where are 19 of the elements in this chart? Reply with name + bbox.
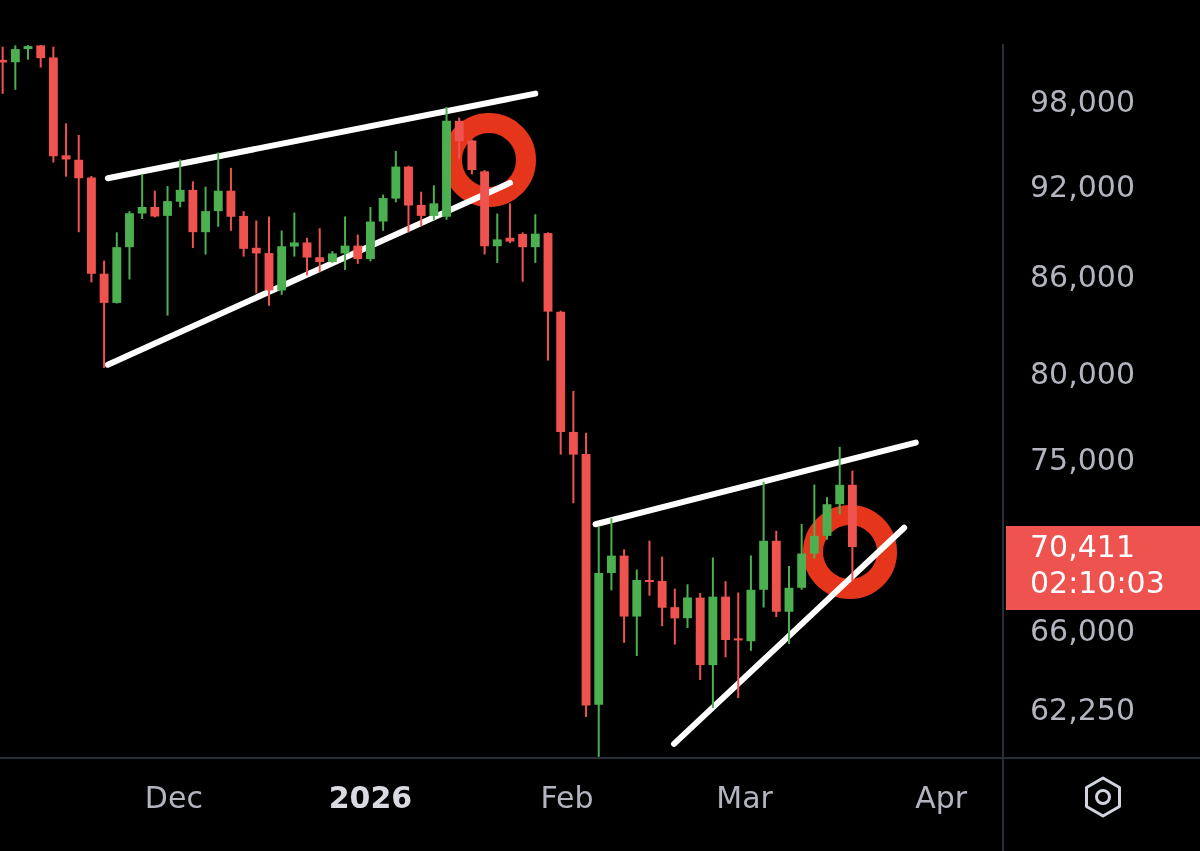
y-tick-label: 80,000: [1030, 355, 1135, 391]
y-tick-label: 75,000: [1030, 442, 1135, 478]
text: 70,411: [1030, 528, 1135, 564]
y-tick-label: 62,250: [1030, 691, 1135, 727]
y-tick-label: 98,000: [1030, 84, 1135, 120]
y-tick-label: 66,000: [1030, 613, 1135, 649]
x-tick-label: Feb: [540, 779, 594, 815]
x-tick-label: Mar: [716, 779, 774, 815]
y-tick-label: 92,000: [1030, 168, 1135, 204]
x-tick-label: Apr: [915, 779, 968, 815]
text: 02:10:03: [1030, 564, 1165, 600]
candlestick: [251, 220, 261, 294]
x-tick-label: Dec: [144, 779, 203, 815]
candlestick: [645, 540, 654, 596]
candlestick: [505, 203, 515, 244]
x-tick-label: 2026: [328, 779, 413, 815]
y-tick-label: 86,000: [1030, 258, 1135, 294]
candlestick: [0, 46, 8, 94]
candlestick: [733, 592, 743, 699]
